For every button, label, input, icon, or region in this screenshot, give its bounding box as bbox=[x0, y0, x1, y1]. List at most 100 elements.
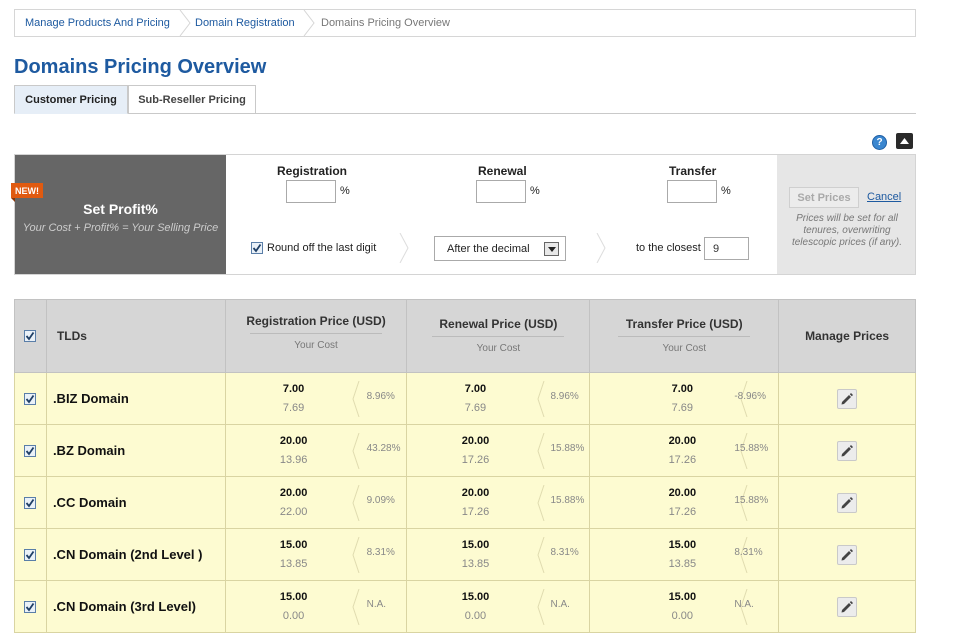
cell-divider bbox=[740, 484, 748, 522]
your-cost-value: 13.96 bbox=[279, 454, 308, 466]
set-profit-formula: Your Cost + Profit% = Your Selling Price bbox=[22, 222, 219, 234]
manage-prices-cell bbox=[778, 424, 916, 477]
breadcrumb-manage-products[interactable]: Manage Products And Pricing bbox=[15, 10, 191, 36]
closest-digit-input[interactable]: 9 bbox=[704, 237, 749, 260]
tlds-header: TLDs bbox=[45, 299, 226, 373]
cell-divider bbox=[537, 588, 545, 626]
renewal-profit-input[interactable] bbox=[476, 180, 526, 203]
profit-percent: -8.96% bbox=[734, 391, 767, 402]
selling-price: 7.00 bbox=[464, 383, 487, 395]
round-off-select[interactable]: After the decimal bbox=[434, 236, 566, 261]
header-divider bbox=[250, 333, 383, 334]
row-select-cell bbox=[14, 528, 47, 581]
renewal-label: Renewal bbox=[478, 164, 527, 178]
profit-percent: 8.96% bbox=[366, 391, 395, 402]
profit-percent: 8.96% bbox=[550, 391, 579, 402]
round-off-label: Round off the last digit bbox=[267, 242, 377, 254]
profit-percent: 8.31% bbox=[734, 547, 763, 558]
selling-price: 20.00 bbox=[279, 487, 308, 499]
page-title: Domains Pricing Overview bbox=[14, 56, 267, 78]
selling-price: 15.00 bbox=[279, 591, 308, 603]
registration-price-cell: 15.00 0.00 N.A. bbox=[224, 580, 408, 633]
row-checkbox[interactable] bbox=[24, 496, 37, 509]
select-all-cell bbox=[14, 299, 47, 373]
renewal-price-header: Renewal Price (USD) Your Cost bbox=[406, 299, 591, 373]
row-select-cell bbox=[14, 372, 47, 425]
pencil-icon bbox=[840, 548, 854, 562]
edit-prices-button[interactable] bbox=[837, 492, 858, 513]
breadcrumb-separator-icon bbox=[179, 10, 191, 36]
your-cost-label: Your Cost bbox=[662, 343, 707, 354]
edit-prices-button[interactable] bbox=[837, 440, 858, 461]
your-cost-value: 13.85 bbox=[461, 558, 490, 570]
your-cost-value: 0.00 bbox=[464, 610, 487, 622]
profit-percent: 8.31% bbox=[366, 547, 395, 558]
breadcrumb-domain-registration[interactable]: Domain Registration bbox=[185, 10, 315, 36]
cell-divider bbox=[352, 536, 360, 574]
select-value: After the decimal bbox=[447, 242, 530, 255]
set-prices-button[interactable]: Set Prices bbox=[789, 187, 859, 208]
select-all-checkbox[interactable] bbox=[24, 330, 37, 342]
selling-price: 20.00 bbox=[279, 435, 308, 447]
set-profit-title: Set Profit% bbox=[83, 201, 158, 217]
transfer-price-title: Transfer Price (USD) bbox=[625, 317, 743, 331]
your-cost-value: 0.00 bbox=[282, 610, 305, 622]
transfer-price-cell: 20.00 17.26 15.88% bbox=[589, 476, 780, 529]
transfer-label: Transfer bbox=[669, 164, 717, 178]
your-cost-value: 22.00 bbox=[279, 506, 308, 518]
manage-prices-cell bbox=[778, 580, 916, 633]
tab-bar: Customer Pricing Sub-Reseller Pricing bbox=[14, 85, 916, 114]
breadcrumb-separator-icon bbox=[303, 10, 315, 36]
edit-prices-button[interactable] bbox=[837, 596, 858, 617]
percent-symbol: % bbox=[721, 185, 731, 197]
tld-cell: .BZ Domain bbox=[45, 424, 226, 477]
selling-price: 20.00 bbox=[461, 435, 490, 447]
help-icon[interactable]: ? bbox=[872, 135, 887, 150]
breadcrumb-label: Domain Registration bbox=[195, 17, 295, 29]
selling-price: 20.00 bbox=[461, 487, 490, 499]
profit-percent: 8.31% bbox=[550, 547, 579, 558]
pencil-icon bbox=[840, 392, 854, 406]
registration-profit-input[interactable] bbox=[286, 180, 336, 203]
cell-divider bbox=[352, 484, 360, 522]
tld-cell: .CC Domain bbox=[45, 476, 226, 529]
cancel-link[interactable]: Cancel bbox=[867, 191, 902, 203]
round-off-checkbox[interactable] bbox=[251, 242, 263, 254]
tld-cell: .BIZ Domain bbox=[45, 372, 226, 425]
your-cost-value: 7.69 bbox=[671, 402, 694, 414]
edit-prices-button[interactable] bbox=[837, 388, 858, 409]
your-cost-value: 13.85 bbox=[668, 558, 697, 570]
row-checkbox[interactable] bbox=[24, 548, 37, 561]
breadcrumb: Manage Products And Pricing Domain Regis… bbox=[14, 9, 916, 37]
tab-customer-pricing[interactable]: Customer Pricing bbox=[14, 85, 128, 114]
cell-divider bbox=[537, 432, 545, 470]
pencil-icon bbox=[840, 600, 854, 614]
row-checkbox[interactable] bbox=[24, 392, 37, 405]
renewal-price-cell: 20.00 17.26 15.88% bbox=[406, 476, 591, 529]
selling-price: 7.00 bbox=[282, 383, 305, 395]
row-checkbox[interactable] bbox=[24, 444, 37, 457]
pricing-table: TLDs Registration Price (USD) Your Cost … bbox=[14, 299, 916, 633]
tld-name: .CN Domain (2nd Level ) bbox=[52, 547, 203, 562]
chevron-right-icon bbox=[596, 232, 606, 264]
profit-percent: 15.88% bbox=[734, 443, 769, 454]
registration-price-cell: 15.00 13.85 8.31% bbox=[224, 528, 408, 581]
pencil-icon bbox=[840, 444, 854, 458]
set-prices-note: Prices will be set for all tenures, over… bbox=[791, 213, 903, 248]
table-row: .CC Domain 20.00 22.00 9.09% 20.00 17.26 15.88… bbox=[14, 476, 916, 529]
edit-prices-button[interactable] bbox=[837, 544, 858, 565]
tld-name: .CN Domain (3rd Level) bbox=[52, 599, 196, 614]
cell-divider bbox=[740, 588, 748, 626]
selling-price: 7.00 bbox=[671, 383, 694, 395]
transfer-profit-input[interactable] bbox=[667, 180, 717, 203]
tld-name: .BZ Domain bbox=[52, 443, 126, 458]
manage-prices-cell bbox=[778, 372, 916, 425]
row-checkbox[interactable] bbox=[24, 600, 37, 613]
your-cost-label: Your Cost bbox=[294, 340, 338, 351]
tab-sub-reseller-pricing[interactable]: Sub-Reseller Pricing bbox=[128, 85, 256, 114]
table-header-row: TLDs Registration Price (USD) Your Cost … bbox=[14, 299, 916, 373]
your-cost-value: 7.69 bbox=[282, 402, 305, 414]
set-profit-panel: Set Profit% Your Cost + Profit% = Your S… bbox=[11, 154, 916, 275]
tld-cell: .CN Domain (3rd Level) bbox=[45, 580, 226, 633]
collapse-icon[interactable] bbox=[896, 133, 913, 149]
